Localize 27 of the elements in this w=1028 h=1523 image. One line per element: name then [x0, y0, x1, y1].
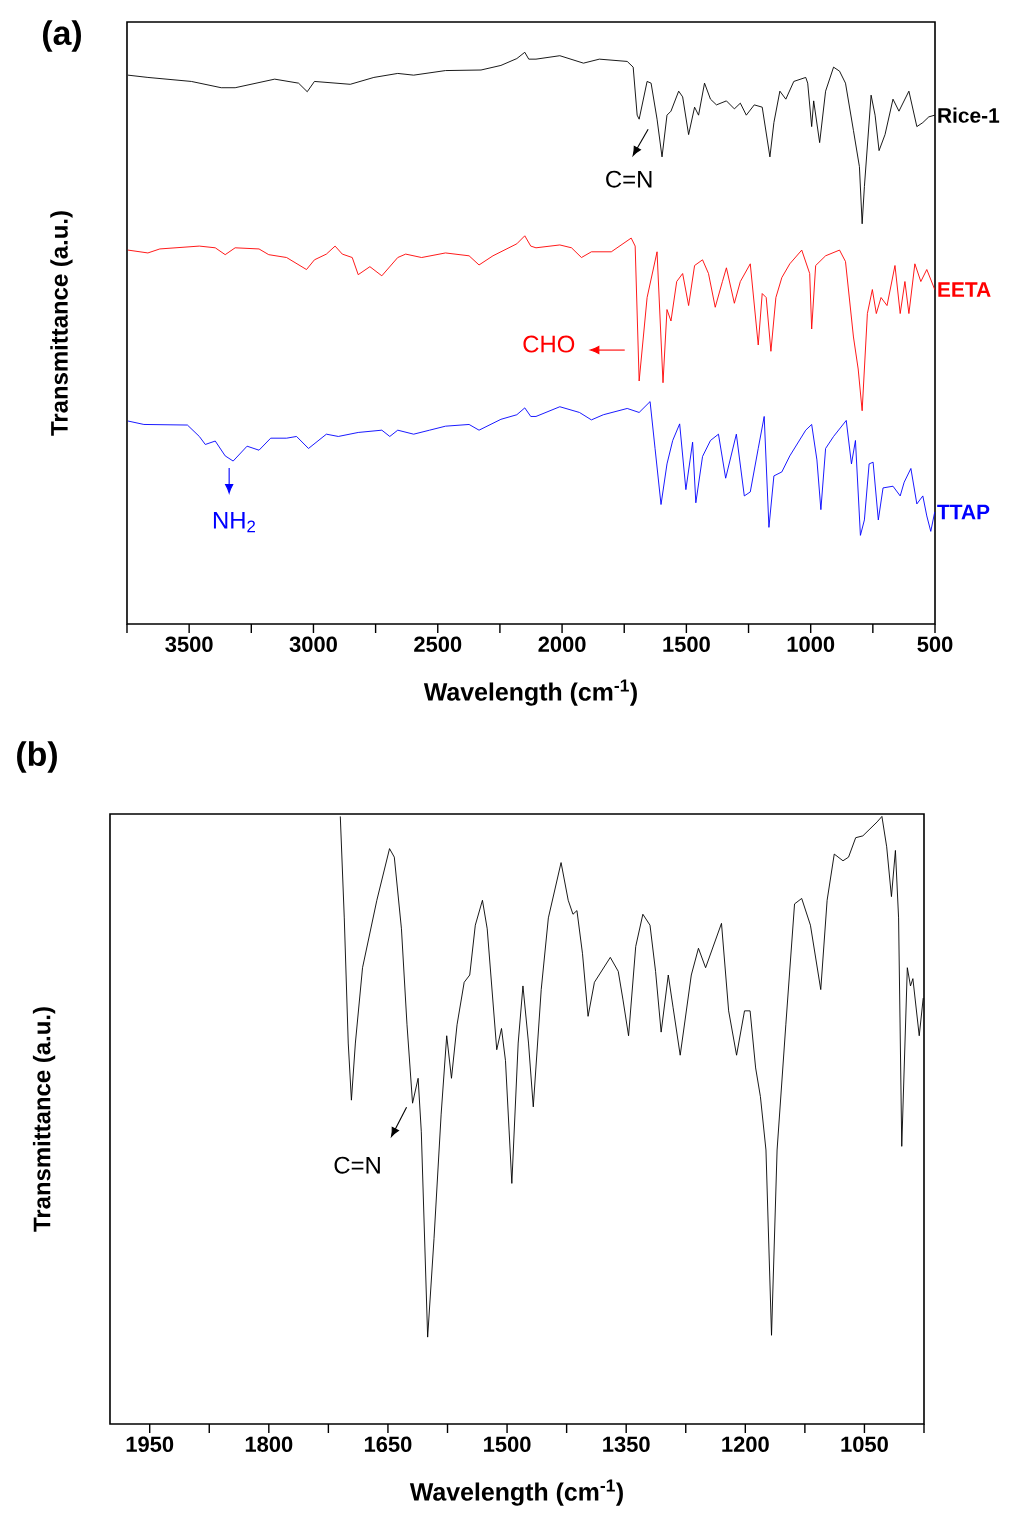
x-tick-label: 1500	[484, 1436, 531, 1453]
x-tick-label: 500	[917, 636, 953, 653]
x-tick-label: 1200	[722, 1436, 769, 1453]
x-tick-label: 3500	[165, 636, 213, 653]
chart-title: (a)	[42, 20, 81, 52]
annotation: C=N	[606, 170, 652, 188]
annotation: CHO	[523, 335, 575, 353]
y-axis-title: Transmittance (a.u.)	[32, 1007, 56, 1232]
x-tick-label: 1950	[126, 1436, 174, 1453]
x-axis-title: Wavelength (cm$^{-1}$)	[423, 679, 637, 706]
series-label: Rice-1	[938, 107, 1000, 123]
chart-title: (b)	[17, 741, 57, 773]
x-tick-label: 1650	[364, 1436, 412, 1453]
annotation: C=N	[334, 1156, 380, 1174]
series-label: EETA	[938, 282, 991, 297]
x-tick-label: 3000	[289, 636, 337, 653]
x-tick-label: 1500	[663, 636, 710, 653]
x-tick-label: 2500	[414, 636, 462, 653]
x-tick-label: 1050	[841, 1436, 888, 1453]
x-tick-label: 1350	[603, 1436, 650, 1453]
x-axis-title: Wavelength (cm$^{-1}$)	[409, 1479, 623, 1506]
series-label: TTAP	[937, 504, 990, 520]
x-tick-label: 2000	[538, 636, 586, 653]
x-tick-label: 1800	[245, 1436, 293, 1453]
x-tick-label: 1000	[787, 636, 835, 653]
annotation: NH$_{2}$	[213, 511, 255, 533]
y-axis-title: Transmittance (a.u.)	[50, 211, 73, 436]
